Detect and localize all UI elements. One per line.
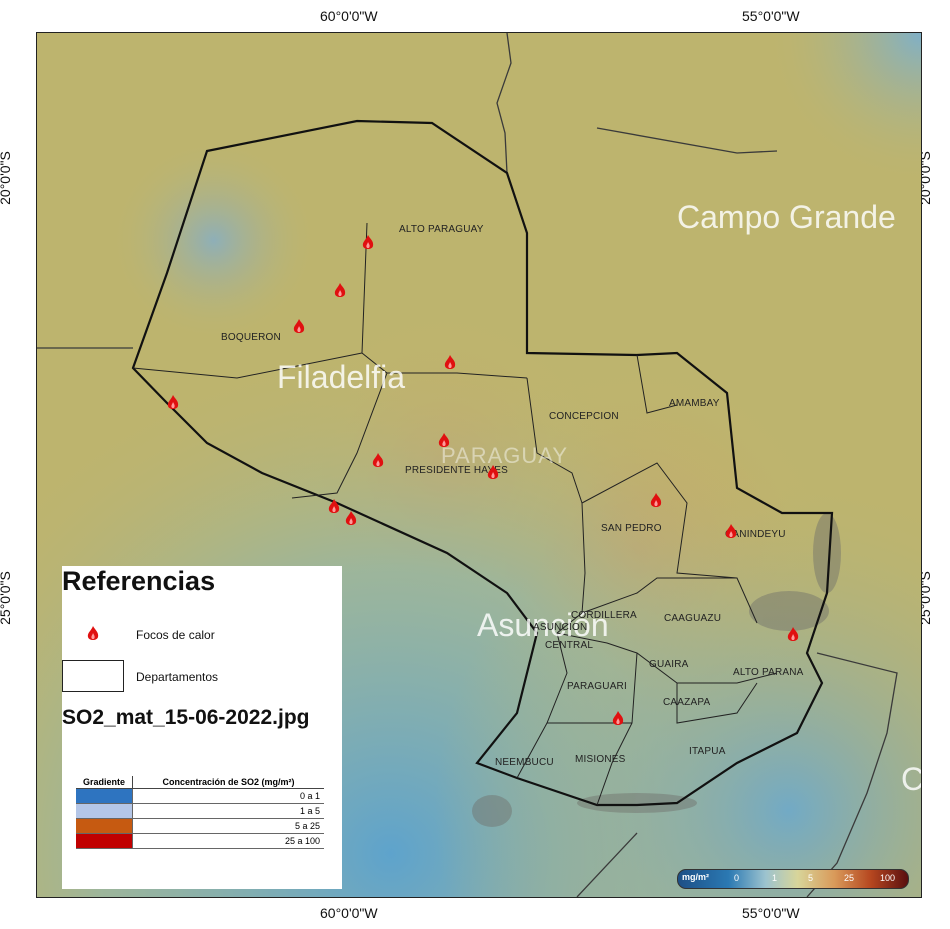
dept-asuncion: ASUNCION bbox=[533, 622, 588, 633]
fire-icon[interactable] bbox=[786, 627, 800, 643]
country-label: PARAGUAY bbox=[441, 443, 568, 468]
dept-central: CENTRAL bbox=[545, 640, 594, 651]
fire-icon[interactable] bbox=[443, 355, 457, 371]
terrain-texture bbox=[472, 513, 841, 827]
lon-label-bottom-right: 55°0'0"W bbox=[742, 905, 800, 921]
fire-icon[interactable] bbox=[649, 493, 663, 509]
fire-icon[interactable] bbox=[611, 711, 625, 727]
legend-title: Referencias bbox=[62, 566, 216, 596]
dept-concepcion: CONCEPCION bbox=[549, 411, 619, 422]
legend-fire-label: Focos de calor bbox=[136, 628, 215, 642]
paraguay-outline bbox=[131, 119, 834, 807]
scale-tick-100: 100 bbox=[880, 873, 896, 883]
fire-icon[interactable] bbox=[486, 465, 500, 481]
gradient-row: 0 a 1 bbox=[76, 788, 324, 804]
scale-units: mg/m² bbox=[682, 872, 709, 882]
gradient-row: 5 a 25 bbox=[76, 818, 324, 834]
scale-tick-5: 5 bbox=[808, 873, 814, 883]
gradient-table: Gradiente Concentración de SO2 (mg/m²) 0… bbox=[76, 776, 324, 849]
gradient-range: 25 a 100 bbox=[132, 833, 324, 849]
gradient-row: 25 a 100 bbox=[76, 833, 324, 849]
dept-paraguari: PARAGUARI bbox=[567, 681, 627, 692]
legend-dept-label: Departamentos bbox=[136, 670, 219, 684]
fire-icon[interactable] bbox=[327, 499, 341, 515]
dept-caaguazu: CAAGUAZU bbox=[664, 613, 722, 624]
concentration-scale-bar: mg/m² 0 1 5 25 100 bbox=[677, 869, 909, 889]
city-campo-grande: Campo Grande bbox=[677, 199, 896, 235]
scale-tick-25: 25 bbox=[844, 873, 855, 883]
lon-label-top-right: 55°0'0"W bbox=[742, 8, 800, 24]
gradient-swatch bbox=[76, 818, 133, 834]
dept-caazapa: CAAZAPA bbox=[663, 697, 711, 708]
fire-icon[interactable] bbox=[724, 524, 738, 540]
fire-icon[interactable] bbox=[333, 283, 347, 299]
gradient-row: 1 a 5 bbox=[76, 803, 324, 819]
international-borders bbox=[37, 33, 898, 897]
gradient-swatch bbox=[76, 833, 133, 849]
gradient-header: Gradiente bbox=[76, 776, 133, 789]
dept-cordillera: CORDILLERA bbox=[571, 610, 637, 621]
legend-dept-swatch bbox=[62, 660, 124, 692]
fire-icon[interactable] bbox=[292, 319, 306, 335]
lon-label-bottom-left: 60°0'0"W bbox=[320, 905, 378, 921]
fire-icon[interactable] bbox=[166, 395, 180, 411]
scale-tick-1: 1 bbox=[772, 873, 778, 883]
legend-panel: Referencias Focos de calor Departamentos… bbox=[62, 566, 342, 889]
lon-label-top-left: 60°0'0"W bbox=[320, 8, 378, 24]
dept-canindeyu: CANINDEYU bbox=[725, 529, 786, 540]
gradient-swatch bbox=[76, 788, 133, 804]
city-corumba-c: C bbox=[901, 761, 922, 797]
dept-itapua: ITAPUA bbox=[689, 746, 726, 757]
gradient-range: 1 a 5 bbox=[132, 803, 324, 819]
dept-misiones: MISIONES bbox=[575, 754, 626, 765]
gradient-swatch bbox=[76, 803, 133, 819]
dept-presidente-hayes: PRESIDENTE HAYES bbox=[405, 465, 509, 476]
scale-tick-0: 0 bbox=[734, 873, 740, 883]
gradient-range: 0 a 1 bbox=[132, 788, 324, 804]
concentration-header: Concentración de SO2 (mg/m²) bbox=[132, 776, 324, 789]
gradient-range: 5 a 25 bbox=[132, 818, 324, 834]
fire-icon[interactable] bbox=[437, 433, 451, 449]
lat-label-left-top: 20°0'0"S bbox=[0, 151, 13, 205]
city-asuncion: Asunción bbox=[477, 607, 609, 643]
legend-filename: SO2_mat_15-06-2022.jpg bbox=[62, 706, 310, 729]
dept-alto-parana: ALTO PARANA bbox=[733, 667, 804, 678]
dept-amambay: AMAMBAY bbox=[669, 398, 720, 409]
fire-icon[interactable] bbox=[361, 235, 375, 251]
fire-icon[interactable] bbox=[371, 453, 385, 469]
dept-guaira: GUAIRA bbox=[649, 659, 689, 670]
legend-fire-icon bbox=[87, 626, 99, 640]
city-filadelfia: Filadelfia bbox=[277, 359, 406, 395]
dept-alto-paraguay: ALTO PARAGUAY bbox=[399, 224, 484, 235]
dept-neembucu: NEEMBUCU bbox=[495, 757, 554, 768]
lat-label-left-bottom: 25°0'0"S bbox=[0, 571, 13, 625]
fire-icon[interactable] bbox=[344, 511, 358, 527]
dept-boqueron: BOQUERON bbox=[221, 332, 281, 343]
department-borders bbox=[132, 222, 778, 806]
dept-san-pedro: SAN PEDRO bbox=[601, 523, 662, 534]
